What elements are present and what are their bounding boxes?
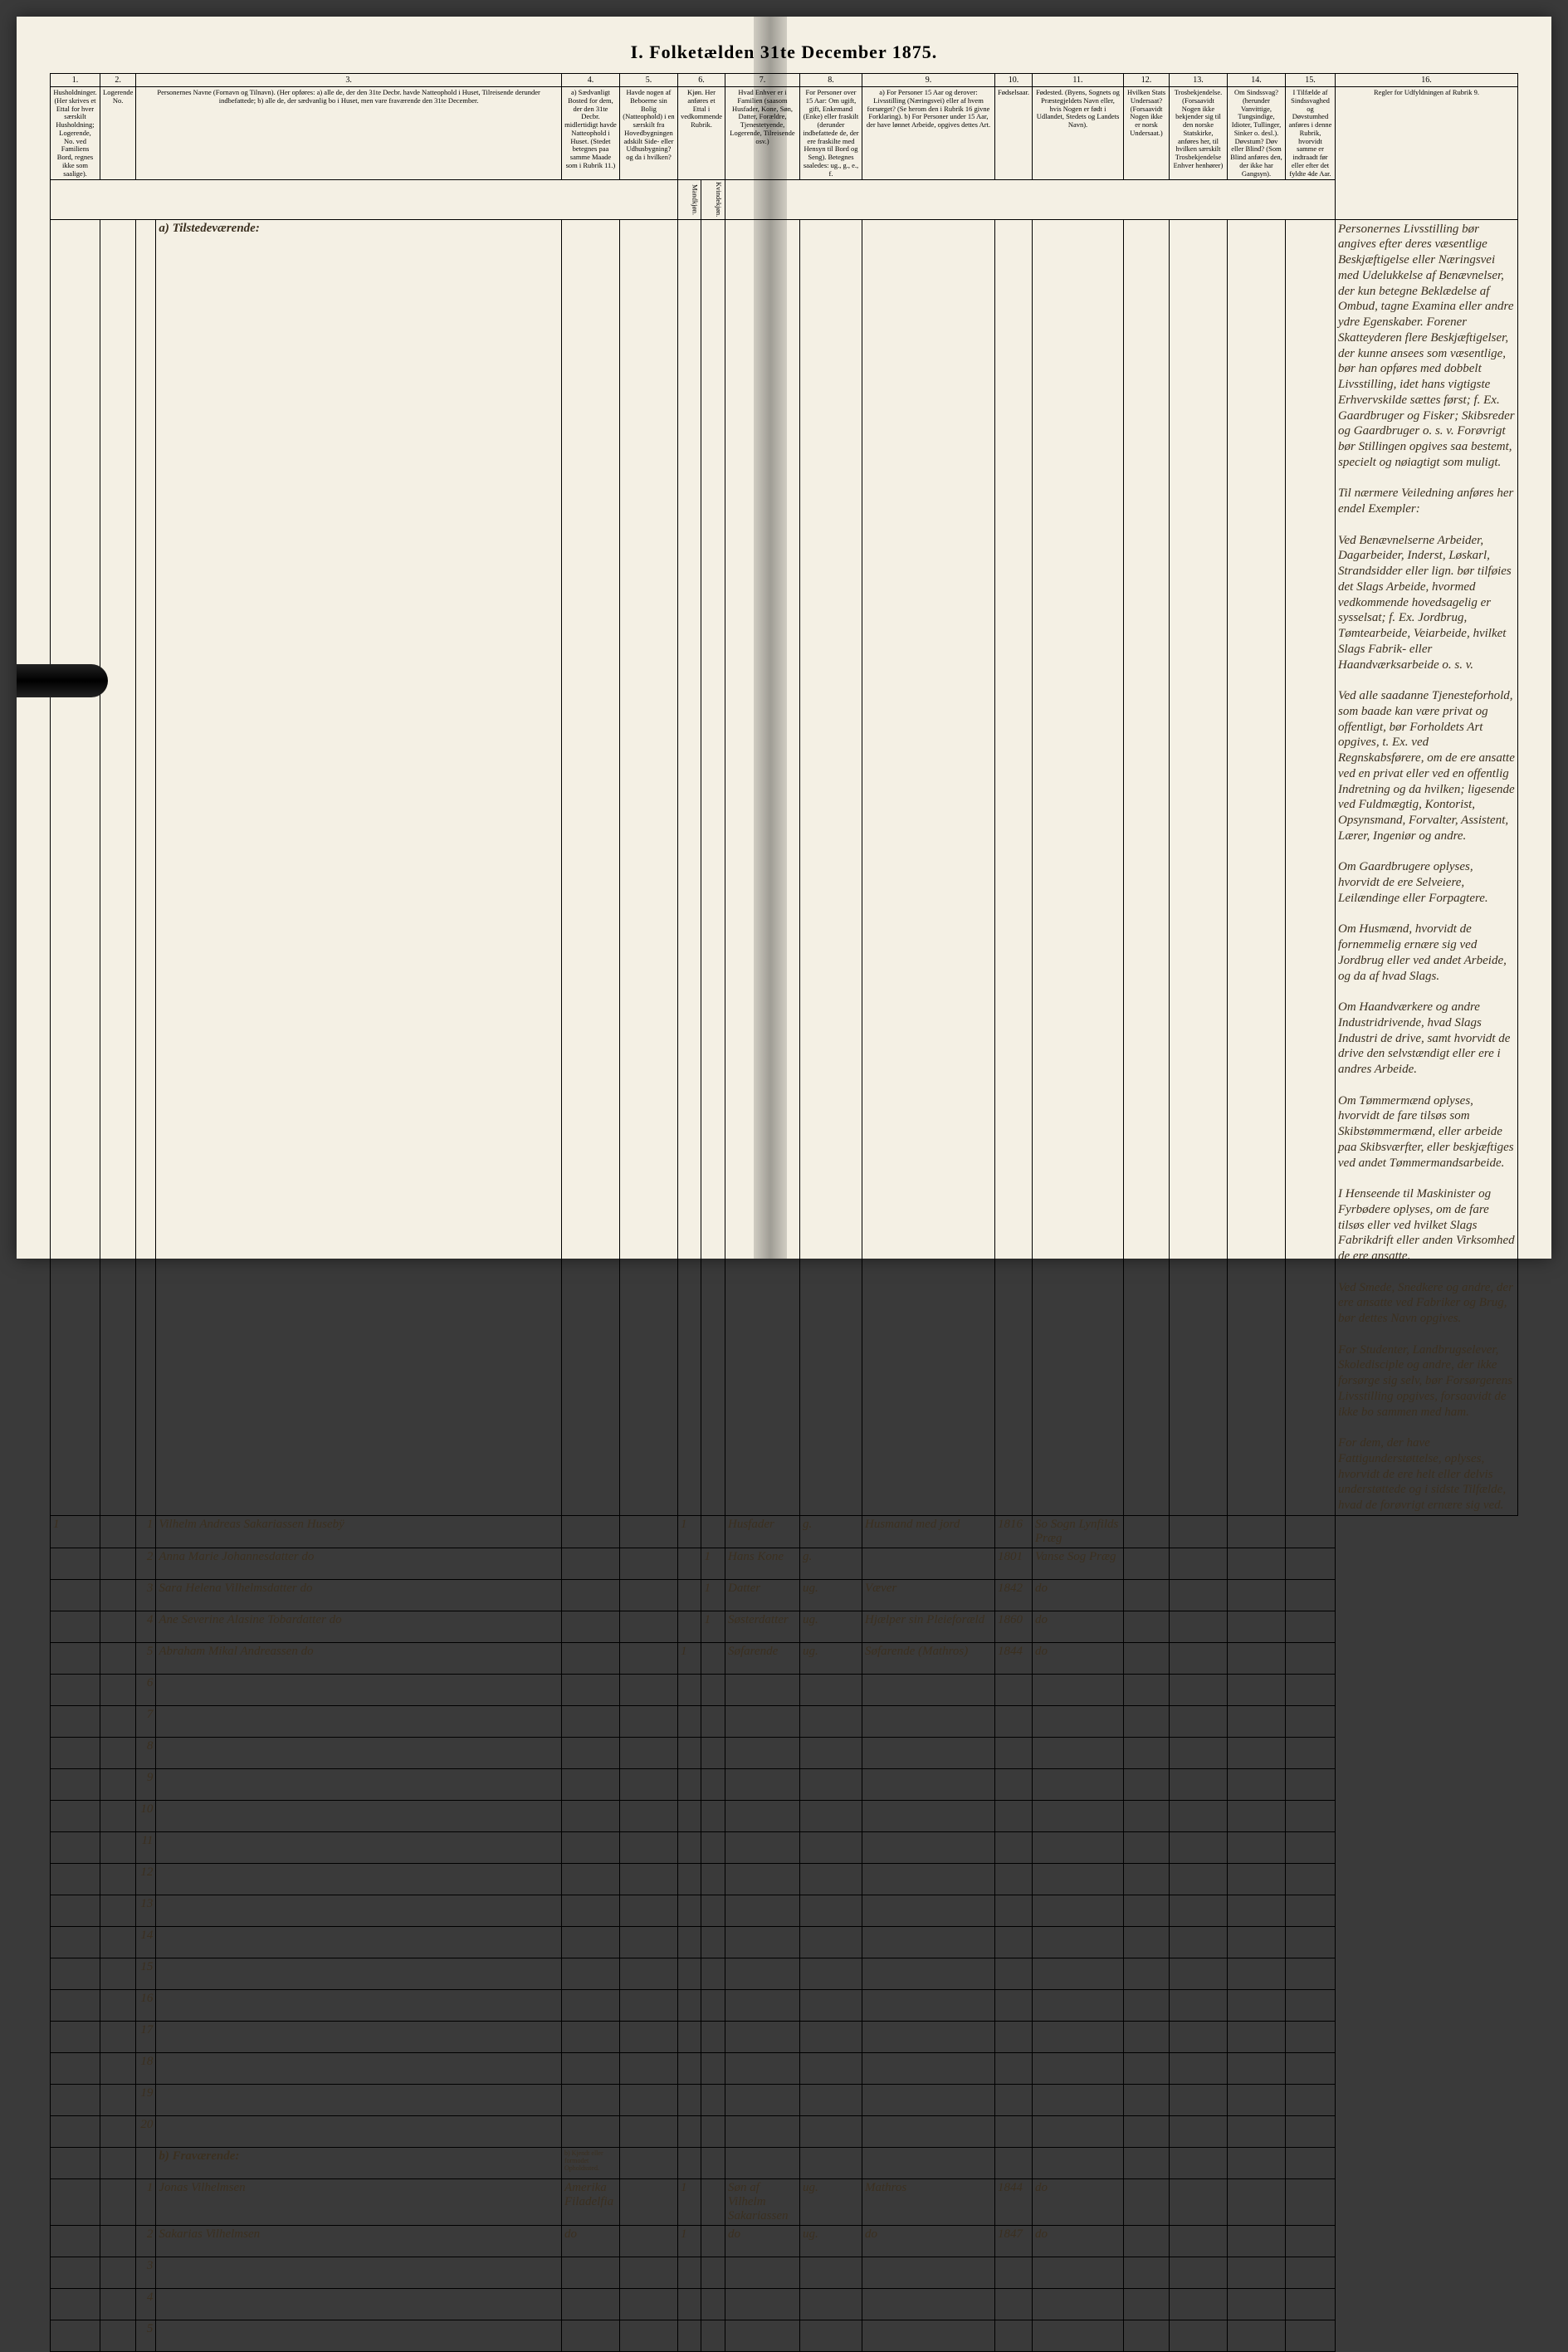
col-5: 5. xyxy=(619,74,677,87)
col-2: 2. xyxy=(100,74,136,87)
table-row: 13 xyxy=(51,1895,1518,1926)
table-row: 4Ane Severine Alasine Tobardatter do1Søs… xyxy=(51,1611,1518,1642)
hdr-16: Regler for Udfyldningen af Rubrik 9. xyxy=(1336,87,1518,220)
table-row: 3Sara Helena Vilhelmsdatter do1Datterug.… xyxy=(51,1579,1518,1611)
hdr-4: a) Sædvanligt Bosted for dem, der den 31… xyxy=(561,87,619,180)
table-row: 15 xyxy=(51,1958,1518,1989)
section-b-col4: b) Kjendt eller formodet Opholdssted. xyxy=(561,2147,619,2178)
table-row: 2Anna Marie Johannesdatter do1Hans Koneg… xyxy=(51,1548,1518,1579)
col-12: 12. xyxy=(1124,74,1170,87)
col-14: 14. xyxy=(1228,74,1286,87)
col-4: 4. xyxy=(561,74,619,87)
col-9: 9. xyxy=(862,74,994,87)
table-row: 3 xyxy=(51,2257,1518,2288)
col-11: 11. xyxy=(1033,74,1124,87)
table-row: 20 xyxy=(51,2115,1518,2147)
table-row: 4 xyxy=(51,2288,1518,2320)
hdr-10: Fødselsaar. xyxy=(994,87,1032,180)
census-page: I. Folketælden 31te December 1875. 1. 2.… xyxy=(17,17,1551,1259)
table-row: 18 xyxy=(51,2052,1518,2084)
table-row: 7 xyxy=(51,1705,1518,1737)
hdr-15: I Tilfælde af Sindssvaghed og Døvstumhed… xyxy=(1286,87,1336,180)
hdr-6b: Mandkjøn. xyxy=(677,180,701,219)
hdr-2: Logerende No. xyxy=(100,87,136,180)
col-15: 15. xyxy=(1286,74,1336,87)
hdr-13: Trosbekjendelse. (Forsaavidt Nogen ikke … xyxy=(1170,87,1228,180)
col-8: 8. xyxy=(799,74,862,87)
hdr-3: Personernes Navne (Fornavn og Tilnavn). … xyxy=(136,87,562,180)
table-row: 11 xyxy=(51,1831,1518,1863)
col-6: 6. xyxy=(677,74,725,87)
hdr-6: Kjøn. Her anføres et Ettal i vedkommende… xyxy=(677,87,725,180)
col-13: 13. xyxy=(1170,74,1228,87)
table-row: 10 xyxy=(51,1800,1518,1831)
hdr-8: For Personer over 15 Aar: Om ugift, gift… xyxy=(799,87,862,180)
table-row: 12 xyxy=(51,1863,1518,1895)
section-a-label: a) Tilstedeværende: xyxy=(156,219,562,1515)
table-row: 1Jonas VilhelmsenAmerika Filadelfia1Søn … xyxy=(51,2178,1518,2225)
table-row: 6 xyxy=(51,1674,1518,1705)
book-spine xyxy=(754,17,787,1259)
page-clip xyxy=(17,664,108,697)
col-16: 16. xyxy=(1336,74,1518,87)
hdr-14: Om Sindssvag? (herunder Vanvittige, Tung… xyxy=(1228,87,1286,180)
hdr-9: a) For Personer 15 Aar og derover: Livss… xyxy=(862,87,994,180)
rules-text: Personernes Livsstilling bør angives eft… xyxy=(1336,219,1518,1515)
hdr-5: Havde nogen af Beboerne sin Bolig (Natte… xyxy=(619,87,677,180)
table-row: 14 xyxy=(51,1926,1518,1958)
col-10: 10. xyxy=(994,74,1032,87)
hdr-11: Fødested. (Byens, Sognets og Præstegjeld… xyxy=(1033,87,1124,180)
hdr-1: Husholdninger. (Her skrives et Ettal for… xyxy=(51,87,100,180)
col-3: 3. xyxy=(136,74,562,87)
table-row: 11Vilhelm Andreas Sakariassen Husebÿ1Hus… xyxy=(51,1515,1518,1548)
table-row: 2Sakarias Vilhelmsendo1doug.do1847do xyxy=(51,2225,1518,2257)
table-row: 5Abraham Mikal Andreassen do1Søfarendeug… xyxy=(51,1642,1518,1674)
col-1: 1. xyxy=(51,74,100,87)
section-b-row: b) Fraværende: b) Kjendt eller formodet … xyxy=(51,2147,1518,2178)
hdr-12: Hvilken Stats Undersaat? (Forsaavidt Nog… xyxy=(1124,87,1170,180)
table-row: 16 xyxy=(51,1989,1518,2021)
table-row: 8 xyxy=(51,1737,1518,1768)
section-b-label: b) Fraværende: xyxy=(156,2147,562,2178)
table-row: 19 xyxy=(51,2084,1518,2115)
table-row: 17 xyxy=(51,2021,1518,2052)
table-row: 9 xyxy=(51,1768,1518,1800)
table-row: 5 xyxy=(51,2320,1518,2351)
hdr-6c: Kvindekjøn. xyxy=(701,180,725,219)
